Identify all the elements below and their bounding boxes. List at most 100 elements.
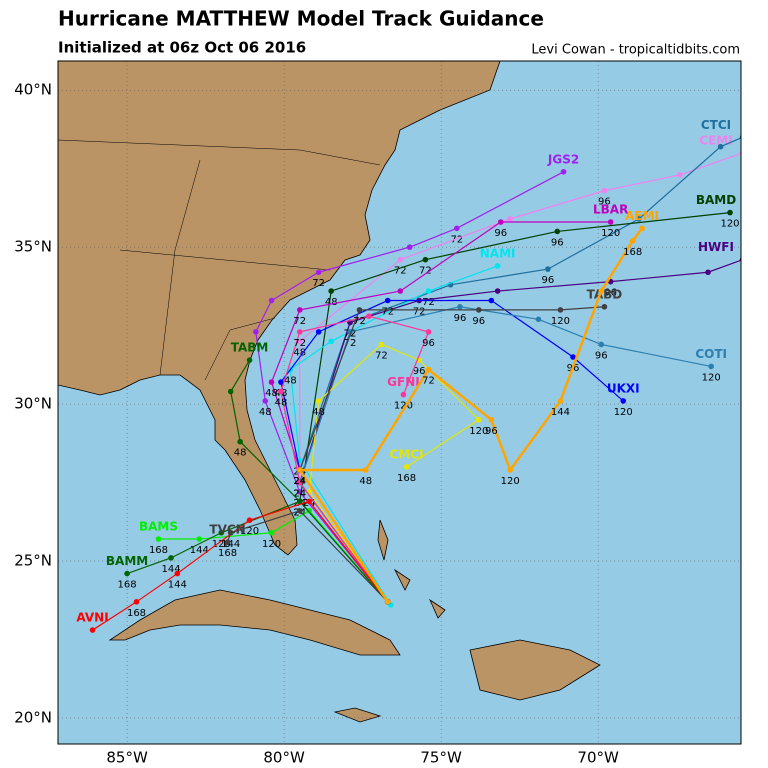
track-point <box>378 341 385 348</box>
track-point <box>425 366 432 373</box>
track-point <box>296 507 303 514</box>
track-point <box>384 599 391 605</box>
track-line <box>297 227 644 603</box>
forecast-hour: 72 <box>381 306 394 317</box>
subtitle: Initialized at 06z Oct 06 2016 <box>58 39 306 57</box>
forecast-hour: 72 <box>293 338 306 349</box>
track-point <box>356 307 363 313</box>
forecast-hour: 48 <box>284 376 297 387</box>
track-point <box>475 416 482 423</box>
track-point <box>268 529 275 536</box>
track-point <box>422 256 429 263</box>
track-point <box>507 216 513 222</box>
track-point <box>253 329 259 335</box>
forecast-hour: 24 <box>293 489 306 500</box>
forecast-hour: 144 <box>221 539 240 550</box>
forecast-hour: 144 <box>162 564 181 575</box>
forecast-hour: 48 <box>293 347 306 358</box>
forecast-hour: 96 <box>485 426 498 437</box>
credit: Levi Cowan - tropicaltidbits.com <box>531 43 740 58</box>
forecast-hour: 168 <box>149 545 168 556</box>
forecast-hour: 48 <box>359 476 372 487</box>
forecast-hour: 120 <box>240 526 259 537</box>
track-point <box>705 269 711 276</box>
forecast-hour: 48 <box>275 398 288 409</box>
track-point <box>224 539 231 545</box>
model-name: TVCN <box>209 523 245 537</box>
forecast-hour: 72 <box>344 338 357 349</box>
x-tick-label: 80°W <box>263 749 305 767</box>
track-point <box>315 329 322 335</box>
track-point <box>227 529 234 536</box>
y-tick-label: 40°N <box>14 81 52 99</box>
model-name: COTI <box>695 347 727 361</box>
forecast-hour: 72 <box>450 234 463 245</box>
track-point <box>296 307 303 313</box>
track-point <box>425 329 432 335</box>
track-point <box>246 357 253 363</box>
y-tick-label: 35°N <box>14 238 52 256</box>
track-point <box>315 398 322 404</box>
track-point <box>406 244 413 250</box>
forecast-hour: 168 <box>127 608 146 619</box>
track-point <box>535 316 542 323</box>
track-point <box>278 379 284 385</box>
x-tick-label: 75°W <box>420 749 462 767</box>
forecast-hour: 120 <box>212 539 231 550</box>
forecast-hour: 168 <box>623 247 642 258</box>
track-point <box>629 238 636 244</box>
track-point <box>560 168 567 175</box>
track-point <box>636 216 642 222</box>
track-point <box>168 555 174 561</box>
forecast-hour: 120 <box>501 476 520 487</box>
track-point <box>727 209 733 216</box>
track-point <box>296 479 303 486</box>
model-name: GFNI <box>387 375 420 389</box>
forecast-hour: 72 <box>353 316 366 327</box>
track-point <box>384 297 391 304</box>
track-point <box>296 338 303 345</box>
track-point <box>717 143 724 150</box>
track-point <box>570 354 576 360</box>
track-point <box>601 187 608 194</box>
forecast-hour: 48 <box>265 388 278 399</box>
forecast-hour: 48 <box>234 448 247 459</box>
frame <box>57 60 742 745</box>
forecast-hour: 96 <box>551 237 564 248</box>
forecast-hour: 72 <box>422 376 435 387</box>
forecast-hour: 24 <box>293 476 306 487</box>
model-name: CMCI <box>390 447 424 461</box>
track-point <box>306 498 313 505</box>
track-point <box>306 507 313 514</box>
track-point <box>676 172 683 178</box>
track-point <box>494 263 501 269</box>
track-point <box>278 388 284 395</box>
track-point <box>328 338 335 345</box>
forecast-hour: 168 <box>397 473 416 484</box>
forecast-hour: 96 <box>413 366 426 377</box>
model-name: CTCI <box>701 118 731 132</box>
forecast-hour: 96 <box>595 350 608 361</box>
forecast-hour: 120 <box>394 401 413 412</box>
track-point <box>328 288 335 294</box>
track-point <box>554 228 561 235</box>
forecast-hour: 168 <box>218 548 237 559</box>
track-line <box>227 510 389 603</box>
track-point <box>494 288 501 294</box>
forecast-hour: 120 <box>469 426 488 437</box>
forecast-hour: 96 <box>472 316 485 327</box>
y-tick-label: 20°N <box>14 708 52 726</box>
model-name: UKXI <box>607 381 640 395</box>
forecast-hour: 96 <box>542 275 555 286</box>
track-point <box>507 467 513 473</box>
forecast-hour: 168 <box>118 580 137 591</box>
forecast-hour: 120 <box>601 228 620 239</box>
track-line <box>92 500 389 631</box>
forecast-hour: 144 <box>551 407 570 418</box>
forecast-hour: 24 <box>293 489 306 500</box>
track-point <box>237 438 243 445</box>
model-name: BAMM <box>106 554 148 568</box>
model-name: BAMD <box>696 193 736 207</box>
forecast-hour: 48 <box>259 407 272 418</box>
